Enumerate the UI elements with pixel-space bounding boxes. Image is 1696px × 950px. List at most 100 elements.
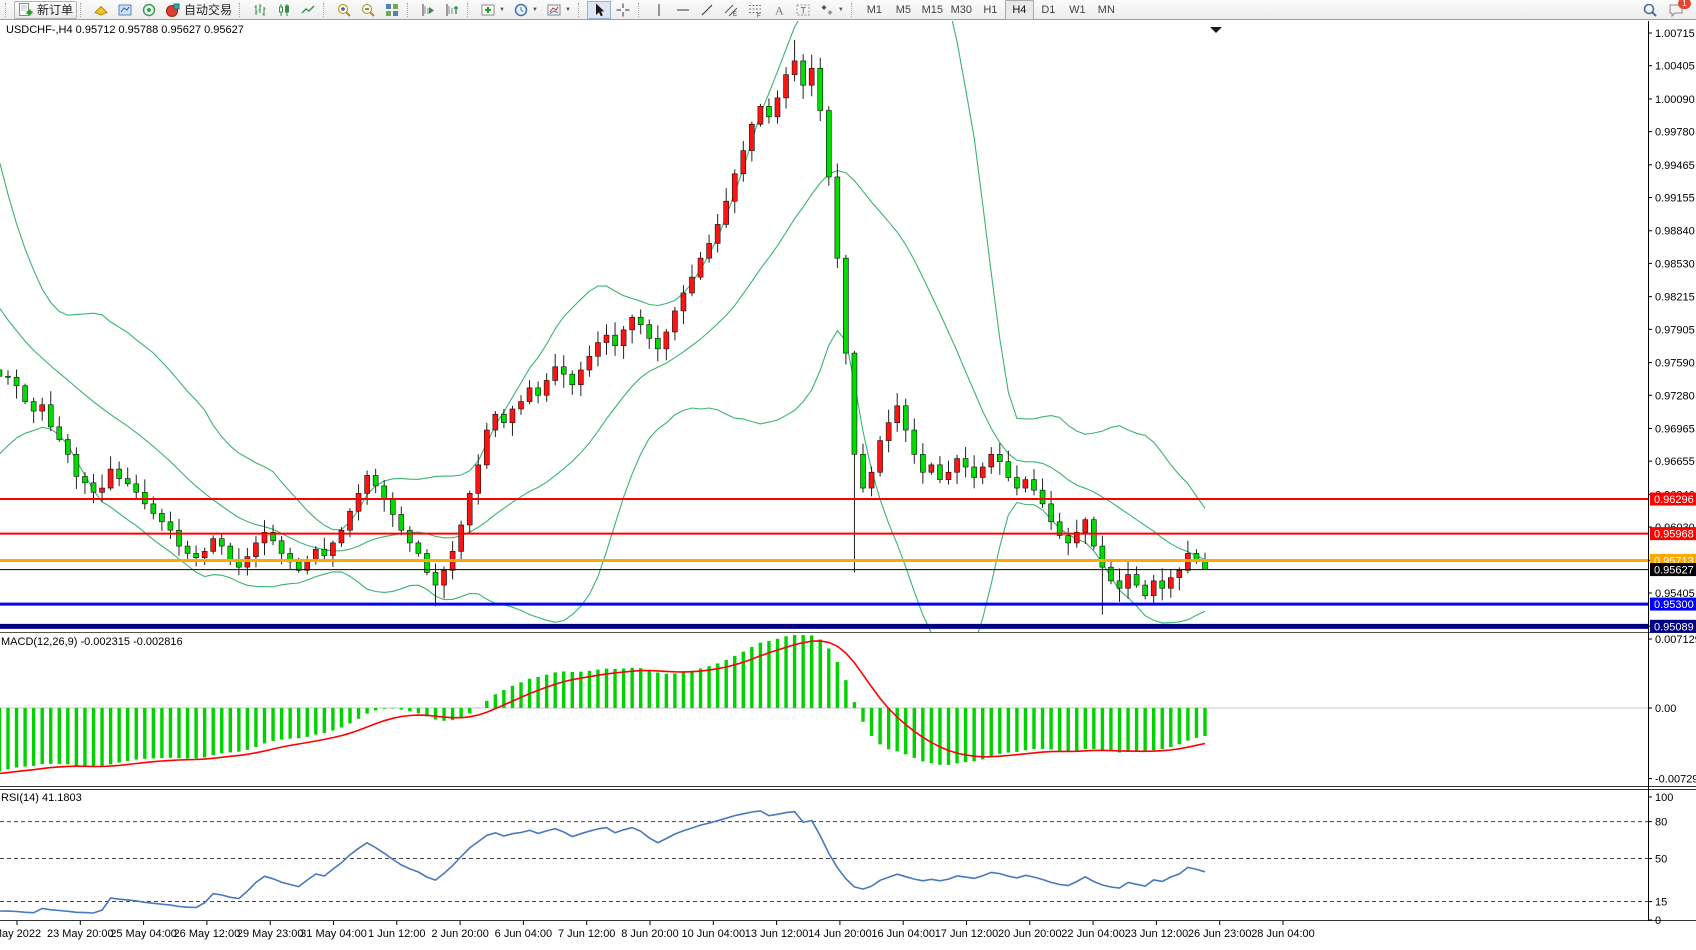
timeframe-button-MN[interactable]: MN xyxy=(1097,3,1115,16)
chart-shift-icon xyxy=(446,3,459,16)
timeframe-button-M30[interactable]: M30 xyxy=(950,3,973,16)
equidistant-channel-icon: E xyxy=(724,4,738,18)
crosshair-icon xyxy=(616,3,630,16)
timeframe-button-H1[interactable]: H1 xyxy=(983,3,998,16)
svg-text:22 Jun 04:00: 22 Jun 04:00 xyxy=(1061,928,1125,940)
svg-text:17 Jun 12:00: 17 Jun 12:00 xyxy=(935,928,999,940)
svg-text:0.98840: 0.98840 xyxy=(1655,226,1695,238)
toolbar-grip xyxy=(5,2,10,17)
svg-text:10 Jun 04:00: 10 Jun 04:00 xyxy=(681,928,745,940)
timeframe-button-W1[interactable]: W1 xyxy=(1069,3,1086,16)
channel-tool-button[interactable]: E xyxy=(719,1,743,19)
profiles-button[interactable] xyxy=(113,1,137,19)
svg-text:28 Jun 04:00: 28 Jun 04:00 xyxy=(1251,928,1315,940)
svg-text:0.97905: 0.97905 xyxy=(1655,324,1695,336)
tile-windows-button[interactable] xyxy=(380,1,404,19)
timeframe-button-H4[interactable]: H4 xyxy=(1004,0,1034,20)
templates-button[interactable]: ▼ xyxy=(542,1,575,19)
svg-text:14 Jun 20:00: 14 Jun 20:00 xyxy=(808,928,872,940)
main-toolbar: 新订单 自动交易 xyxy=(0,0,1696,20)
navigator-button[interactable] xyxy=(137,1,161,19)
svg-text:0.97280: 0.97280 xyxy=(1655,390,1695,402)
toolbar-grip xyxy=(637,2,643,17)
svg-text:8 Jun 20:00: 8 Jun 20:00 xyxy=(621,928,679,940)
svg-text:16 Jun 04:00: 16 Jun 04:00 xyxy=(871,928,935,940)
text-label-tool-button[interactable]: T xyxy=(791,1,815,19)
text-tool-button[interactable]: A xyxy=(767,1,791,19)
indicators-button[interactable]: ▼ xyxy=(476,1,509,19)
profiles-icon xyxy=(118,4,132,15)
svg-text:25 May 04:00: 25 May 04:00 xyxy=(110,928,177,940)
timeframe-button-M5[interactable]: M5 xyxy=(895,3,911,16)
zoom-in-button[interactable] xyxy=(332,1,356,19)
svg-text:23 May 20:00: 23 May 20:00 xyxy=(47,928,114,940)
arrows-tool-button[interactable]: ▼ xyxy=(815,1,848,19)
line-chart-icon xyxy=(301,5,315,13)
timeframe-button-D1[interactable]: D1 xyxy=(1041,3,1056,16)
candlestick-chart[interactable]: 1.00715 1.00405 1.00090 0.99780 0.99465 0.991… xyxy=(0,21,1696,945)
fibonacci-icon: F xyxy=(748,4,761,18)
svg-text:26 Jun 23:00: 26 Jun 23:00 xyxy=(1188,928,1252,940)
periods-button[interactable]: ▼ xyxy=(509,1,542,19)
new-order-button[interactable]: 新订单 xyxy=(14,0,78,19)
bar-chart-mode-button[interactable] xyxy=(248,1,272,19)
crosshair-tool-button[interactable] xyxy=(611,1,635,19)
svg-text:1.00715: 1.00715 xyxy=(1655,28,1695,40)
chart-title-ohlc: USDCHF-,H4 0.95712 0.95788 0.95627 0.956… xyxy=(6,24,244,36)
search-icon[interactable] xyxy=(1642,2,1658,18)
dropdown-caret-icon: ▼ xyxy=(499,6,505,13)
toolbar-grip xyxy=(407,2,412,17)
svg-text:0.98530: 0.98530 xyxy=(1655,258,1695,270)
chat-button[interactable]: 1 xyxy=(1668,0,1691,18)
timeframe-button-M15[interactable]: M15 xyxy=(921,3,944,16)
market-watch-icon xyxy=(94,5,108,16)
horizontal-line-tool-button[interactable] xyxy=(671,1,695,19)
fibonacci-tool-button[interactable]: F xyxy=(743,1,767,19)
vertical-line-tool-button[interactable] xyxy=(647,1,671,19)
new-order-icon xyxy=(19,2,33,16)
timeframe-button-M1[interactable]: M1 xyxy=(866,3,882,16)
svg-text:0.007129: 0.007129 xyxy=(1655,634,1696,646)
auto-scroll-button[interactable] xyxy=(416,1,440,19)
indicators-icon xyxy=(481,4,495,15)
svg-text:0.96296: 0.96296 xyxy=(1654,494,1694,506)
svg-text:0.95300: 0.95300 xyxy=(1654,599,1694,611)
svg-text:T: T xyxy=(800,5,806,15)
chart-shift-button[interactable] xyxy=(440,1,464,19)
autotrading-icon xyxy=(166,3,180,17)
templates-icon xyxy=(547,4,561,15)
trendline-tool-button[interactable] xyxy=(695,1,719,19)
svg-text:80: 80 xyxy=(1655,817,1667,829)
dropdown-caret-icon: ▼ xyxy=(531,6,538,13)
svg-text:0.95627: 0.95627 xyxy=(1654,565,1694,577)
svg-text:0.00: 0.00 xyxy=(1655,703,1676,715)
horizontal-line-icon xyxy=(676,9,689,10)
zoom-out-button[interactable] xyxy=(356,1,380,19)
cursor-tool-button[interactable] xyxy=(586,0,611,19)
line-chart-mode-button[interactable] xyxy=(296,1,320,19)
market-watch-button[interactable] xyxy=(89,1,113,19)
svg-text:50: 50 xyxy=(1655,854,1667,866)
svg-text:6 Jun 04:00: 6 Jun 04:00 xyxy=(495,928,553,940)
svg-text:7 Jun 12:00: 7 Jun 12:00 xyxy=(558,928,616,940)
tile-windows-icon xyxy=(386,3,399,16)
dropdown-caret-icon: ▼ xyxy=(837,6,844,13)
svg-text:A: A xyxy=(775,3,784,17)
svg-text:E: E xyxy=(733,12,737,18)
toolbar-grip xyxy=(239,2,244,17)
navigator-icon xyxy=(142,3,156,16)
clock-icon xyxy=(514,3,528,16)
svg-text:0.96965: 0.96965 xyxy=(1655,423,1695,435)
auto-scroll-icon xyxy=(422,3,435,16)
svg-text:1.00405: 1.00405 xyxy=(1655,61,1695,73)
toolbar-grip xyxy=(80,2,85,17)
svg-text:F: F xyxy=(757,13,761,18)
svg-text:2 Jun 20:00: 2 Jun 20:00 xyxy=(431,928,489,940)
rsi-indicator-label: RSI(14) 41.1803 xyxy=(1,792,82,804)
chart-window: 1.00715 1.00405 1.00090 0.99780 0.99465 0.991… xyxy=(0,21,1696,945)
autotrading-button[interactable]: 自动交易 xyxy=(161,1,236,19)
svg-text:0.99155: 0.99155 xyxy=(1655,193,1695,205)
svg-text:0.98215: 0.98215 xyxy=(1655,292,1695,304)
svg-text:0.95405: 0.95405 xyxy=(1655,588,1695,600)
candlestick-mode-button[interactable] xyxy=(272,1,296,19)
